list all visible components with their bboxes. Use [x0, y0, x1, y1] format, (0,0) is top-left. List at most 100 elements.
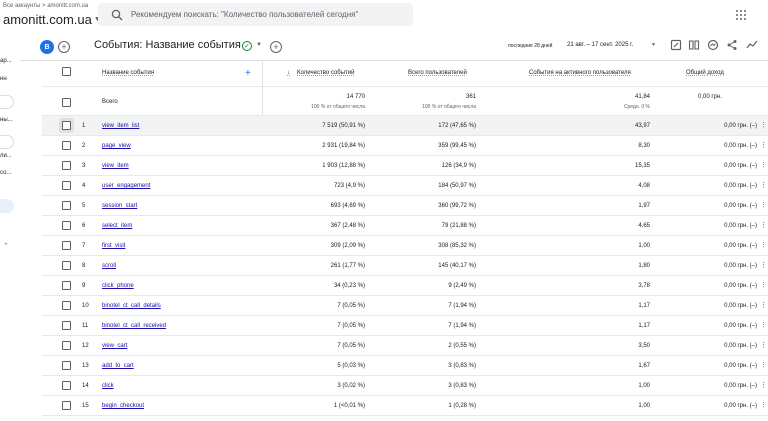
row-checkbox[interactable]: [62, 141, 71, 150]
row-checkbox[interactable]: [62, 341, 71, 350]
per-user-cell: 1,80: [638, 263, 650, 269]
select-all-checkbox[interactable]: [62, 67, 71, 76]
event-name-link[interactable]: view_item_list: [102, 123, 140, 129]
more-vert-icon[interactable]: ⋮: [760, 322, 767, 329]
row-checkbox[interactable]: [62, 281, 71, 290]
event-name-link[interactable]: session_start: [102, 203, 138, 209]
more-vert-icon[interactable]: ⋮: [760, 162, 767, 169]
event-name-link[interactable]: scroll: [102, 263, 117, 269]
search-bar[interactable]: [98, 3, 413, 26]
table-row[interactable]: 5 session_start 693 (4,69 %) 360 (99,72 %) 1…: [42, 196, 768, 216]
event-name-link[interactable]: binotel_ct_call_details: [102, 303, 161, 309]
row-checkbox[interactable]: [62, 301, 71, 310]
event-name-link[interactable]: first_visit: [102, 243, 126, 249]
table-row[interactable]: 8 scroll 261 (1,77 %) 145 (40,17 %) 1,80 0,00…: [42, 256, 768, 276]
sidebar-item-label[interactable]: нн: [0, 76, 7, 82]
column-header-name[interactable]: Название события: [102, 70, 154, 76]
sort-arrow-down-icon[interactable]: ↓: [287, 70, 290, 76]
row-checkbox[interactable]: [62, 381, 71, 390]
more-vert-icon[interactable]: ⋮: [760, 122, 767, 129]
column-header-per-user[interactable]: События на активного пользователя: [529, 70, 631, 76]
totals-checkbox[interactable]: [62, 98, 71, 107]
row-checkbox[interactable]: [62, 321, 71, 330]
more-vert-icon[interactable]: ⋮: [760, 242, 767, 249]
account-selector[interactable]: amonitt.com.ua ▼: [3, 12, 101, 27]
more-vert-icon[interactable]: ⋮: [760, 282, 767, 289]
sidebar-pill[interactable]: [0, 135, 14, 149]
sidebar-pill[interactable]: [0, 95, 14, 109]
table-row[interactable]: 7 first_visit 309 (2,09 %) 308 (85,32 %) 1,0…: [42, 236, 768, 256]
row-checkbox[interactable]: [62, 361, 71, 370]
row-checkbox[interactable]: [62, 401, 71, 410]
row-checkbox[interactable]: [62, 261, 71, 270]
apps-grid-icon[interactable]: [736, 10, 746, 20]
caret-down-icon[interactable]: ▼: [256, 42, 262, 48]
event-name-link[interactable]: binotel_ct_call_received: [102, 323, 167, 329]
sidebar-item-label[interactable]: со...: [0, 170, 12, 176]
event-name-link[interactable]: view_item: [102, 163, 129, 169]
table-row[interactable]: 4 user_engagement 723 (4,9 %) 184 (50,97 %)…: [42, 176, 768, 196]
per-user-cell: 1,17: [638, 323, 650, 329]
row-checkbox[interactable]: [62, 161, 71, 170]
caret-down-icon[interactable]: ▼: [651, 42, 656, 48]
table-row[interactable]: 6 select_item 367 (2,48 %) 79 (21,88 %) 4,65…: [42, 216, 768, 236]
event-name-link[interactable]: view_cart: [102, 343, 128, 349]
event-count-cell: 3 (0,02 %): [337, 383, 365, 389]
table-row[interactable]: 10 binotel_ct_call_details 7 (0,05 %) 7 (1,…: [42, 296, 768, 316]
add-comparison-button[interactable]: +: [58, 41, 70, 53]
sidebar-item-label[interactable]: ли...: [0, 153, 12, 159]
more-vert-icon[interactable]: ⋮: [760, 182, 767, 189]
segment-badge[interactable]: B: [40, 40, 54, 54]
share-icon[interactable]: [726, 39, 738, 51]
chevron-up-icon[interactable]: ⌃: [3, 243, 9, 250]
event-name-link[interactable]: begin_checkout: [102, 403, 145, 409]
table-row[interactable]: 12 view_cart 7 (0,05 %) 2 (0,55 %) 3,50 0,00 …: [42, 336, 768, 356]
event-name-link[interactable]: page_view: [102, 143, 131, 149]
more-vert-icon[interactable]: ⋮: [760, 302, 767, 309]
table-row[interactable]: 3 view_item 1 903 (12,88 %) 126 (34,9 %) 15,…: [42, 156, 768, 176]
event-name-link[interactable]: click_phone: [102, 283, 134, 289]
total-users-cell: 1 (0,28 %): [448, 403, 476, 409]
more-vert-icon[interactable]: ⋮: [760, 382, 767, 389]
row-checkbox[interactable]: [62, 201, 71, 210]
column-header-total-users[interactable]: Всего пользователей: [408, 70, 467, 76]
table-row[interactable]: 13 add_to_cart 5 (0,03 %) 3 (0,83 %) 1,67 0,0…: [42, 356, 768, 376]
more-vert-icon[interactable]: ⋮: [760, 202, 767, 209]
event-name-link[interactable]: add_to_cart: [102, 363, 134, 369]
search-input[interactable]: [131, 10, 401, 19]
column-header-revenue[interactable]: Общий доход: [686, 70, 724, 76]
edit-report-icon[interactable]: [670, 39, 682, 51]
account-breadcrumb[interactable]: Все аккаунты > amonitt.com.ua: [3, 3, 89, 9]
table-row[interactable]: 9 click_phone 34 (0,23 %) 9 (2,49 %) 3,78 0,0…: [42, 276, 768, 296]
row-checkbox[interactable]: [62, 121, 71, 130]
more-vert-icon[interactable]: ⋮: [760, 362, 767, 369]
add-dimension-icon[interactable]: +: [245, 68, 251, 79]
event-name-link[interactable]: select_item: [102, 223, 133, 229]
table-row[interactable]: 14 click 3 (0,02 %) 3 (0,83 %) 1,00 0,00 грн.…: [42, 376, 768, 396]
column-header-event-count[interactable]: Количество событий: [297, 70, 355, 76]
row-checkbox[interactable]: [62, 221, 71, 230]
compare-icon[interactable]: [688, 39, 700, 51]
row-checkbox[interactable]: [62, 181, 71, 190]
table-row[interactable]: 11 binotel_ct_call_received 7 (0,05 %) 7 (1…: [42, 316, 768, 336]
more-vert-icon[interactable]: ⋮: [760, 262, 767, 269]
event-count-cell: 7 (0,05 %): [337, 343, 365, 349]
table-row[interactable]: 2 page_view 2 931 (19,84 %) 359 (99,45 %) 8,…: [42, 136, 768, 156]
sidebar-item-label[interactable]: ны...: [0, 117, 13, 123]
more-vert-icon[interactable]: ⋮: [760, 402, 767, 409]
more-vert-icon[interactable]: ⋮: [760, 222, 767, 229]
sidebar-item-label[interactable]: ар...: [0, 58, 12, 64]
insights-icon[interactable]: [707, 39, 719, 51]
table-row[interactable]: 15 begin_checkout 1 (<0,01 %) 1 (0,28 %) 1,0…: [42, 396, 768, 416]
more-vert-icon[interactable]: ⋮: [760, 142, 767, 149]
add-filter-button[interactable]: +: [270, 41, 282, 53]
table-row[interactable]: 1 view_item_list 7 519 (50,91 %) 172 (47,65…: [42, 116, 768, 136]
trend-icon[interactable]: [746, 39, 758, 51]
event-name-link[interactable]: user_engagement: [102, 183, 151, 189]
more-vert-icon[interactable]: ⋮: [760, 342, 767, 349]
check-circle-icon[interactable]: ✓: [242, 41, 252, 51]
date-range-picker[interactable]: 21 авг. – 17 сент. 2025 г.: [567, 42, 634, 48]
event-name-link[interactable]: click: [102, 383, 114, 389]
sidebar-pill-selected[interactable]: [0, 199, 14, 213]
row-checkbox[interactable]: [62, 241, 71, 250]
